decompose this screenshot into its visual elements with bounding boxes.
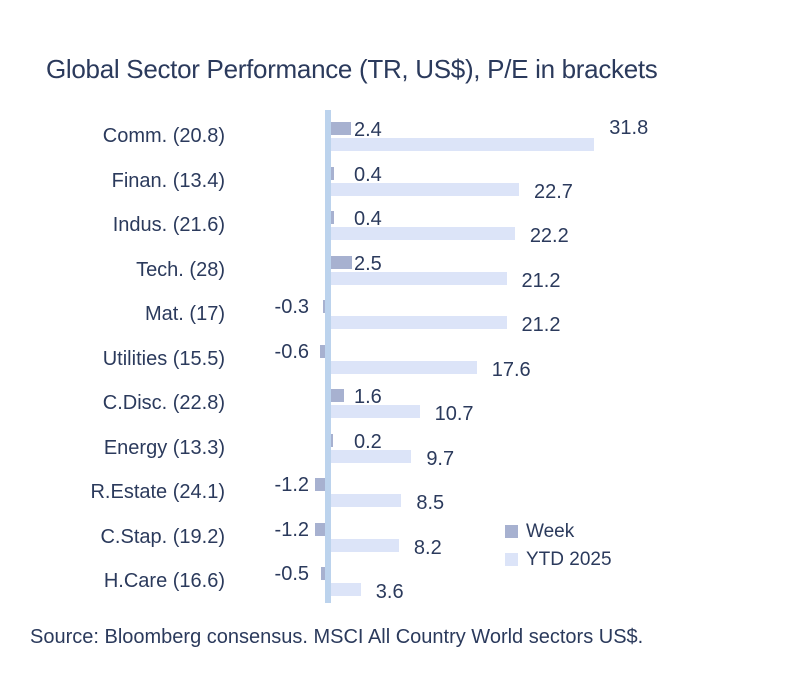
ytd-value-label: 21.2 [521, 314, 561, 336]
week-bar [322, 300, 325, 313]
week-bar [331, 389, 345, 402]
category-label: Indus. (21.6) [112, 214, 225, 236]
ytd-bar [331, 405, 420, 418]
category-label: Tech. (28) [136, 258, 225, 281]
week-value-label: 2.4 [354, 119, 382, 141]
ytd-value-label: 31.8 [609, 117, 649, 139]
ytd-value-label: 22.2 [529, 225, 569, 247]
week-bar [320, 344, 325, 358]
ytd-bar [331, 494, 402, 507]
chart-plot-area: Comm. (20.8) 2.4 31.8 Finan. (13.4) 0.4 22.7 I… [0, 100, 800, 610]
week-value-label: -0.6 [274, 340, 309, 363]
category-label: Comm. (20.8) [102, 125, 225, 147]
category-label: H.Care (16.6) [103, 570, 225, 592]
ytd-bar [331, 138, 595, 151]
category-label: Mat. (17) [144, 303, 225, 325]
ytd-bar [331, 449, 412, 463]
ytd-bar [331, 271, 507, 285]
legend-week-label: Week [526, 521, 575, 542]
week-bar [331, 255, 352, 269]
week-bar [315, 522, 325, 536]
ytd-bar [331, 316, 507, 329]
ytd-value-label: 22.7 [533, 180, 573, 203]
ytd-value-label: 10.7 [434, 403, 474, 425]
ytd-bar [331, 538, 399, 552]
source-note: Source: Bloomberg consensus. MSCI All Co… [30, 626, 644, 648]
ytd-value-label: 8.2 [413, 536, 442, 559]
week-bar [331, 166, 335, 180]
week-bar [315, 478, 325, 491]
ytd-bar [331, 360, 477, 374]
axis-baseline [325, 110, 331, 603]
ytd-value-label: 3.6 [375, 581, 404, 603]
legend-week-swatch [505, 525, 518, 538]
category-label: Utilities (15.5) [102, 347, 225, 370]
chart-title: Global Sector Performance (TR, US$), P/E… [46, 54, 658, 84]
week-bar [331, 433, 333, 447]
week-value-label: 0.4 [354, 208, 382, 230]
category-label: C.Stap. (19.2) [100, 525, 225, 548]
category-label: Energy (13.3) [103, 436, 225, 459]
week-value-label: -0.3 [274, 296, 309, 318]
legend: Week YTD 2025 [505, 518, 645, 574]
week-bar [331, 122, 351, 135]
legend-item-week: Week [505, 518, 645, 546]
ytd-value-label: 8.5 [416, 492, 445, 514]
week-value-label: 1.6 [354, 386, 382, 408]
week-value-label: 0.4 [354, 163, 382, 186]
category-label: C.Disc. (22.8) [102, 392, 225, 414]
ytd-value-label: 17.6 [491, 358, 531, 381]
week-value-label: 2.5 [354, 252, 382, 275]
week-bar [331, 211, 335, 224]
ytd-bar [331, 583, 361, 596]
ytd-bar [331, 227, 515, 240]
legend-ytd-label: YTD 2025 [526, 549, 612, 570]
ytd-value-label: 21.2 [521, 269, 561, 292]
week-value-label: -1.2 [274, 474, 309, 496]
week-bar [320, 567, 325, 580]
legend-item-ytd: YTD 2025 [505, 546, 645, 574]
ytd-value-label: 9.7 [426, 447, 455, 470]
week-value-label: 0.2 [354, 430, 382, 453]
category-label: R.Estate (24.1) [90, 481, 225, 503]
legend-ytd-swatch [505, 553, 518, 566]
category-label: Finan. (13.4) [111, 169, 225, 192]
week-value-label: -1.2 [274, 518, 309, 541]
week-value-label: -0.5 [274, 563, 309, 585]
ytd-bar [331, 182, 519, 196]
